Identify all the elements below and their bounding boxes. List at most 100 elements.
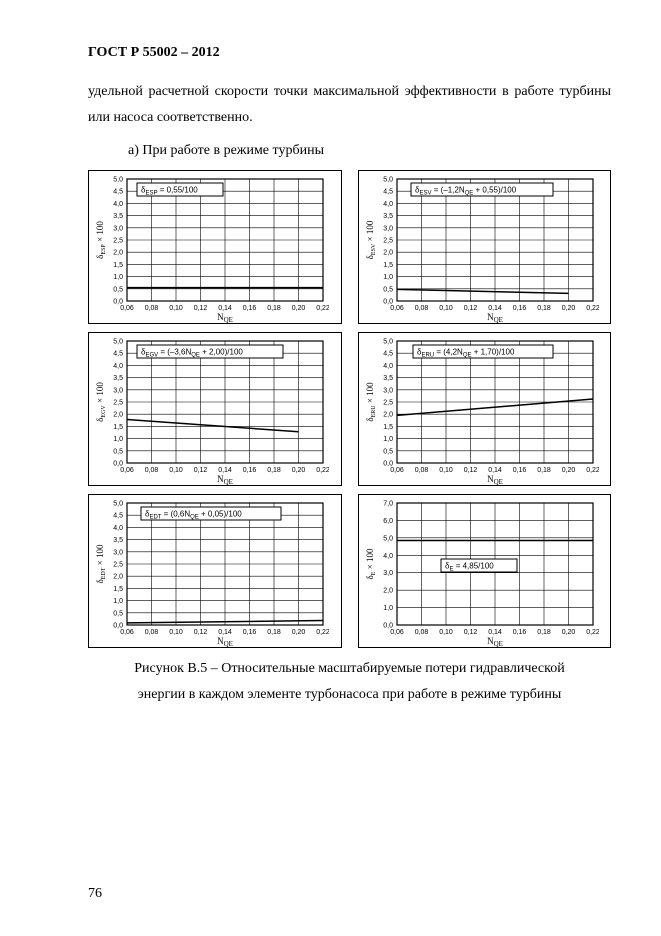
svg-text:0,20: 0,20 bbox=[561, 305, 575, 312]
svg-text:5,0: 5,0 bbox=[383, 339, 393, 346]
svg-text:0,08: 0,08 bbox=[414, 467, 428, 474]
doc-header: ГОСТ Р 55002 – 2012 bbox=[88, 40, 611, 67]
chart-esp: 0,00,51,01,52,02,53,03,54,04,55,00,060,0… bbox=[88, 170, 342, 324]
svg-text:0,12: 0,12 bbox=[463, 467, 477, 474]
svg-text:1,0: 1,0 bbox=[383, 605, 393, 612]
svg-text:0,08: 0,08 bbox=[145, 629, 159, 636]
svg-text:3,5: 3,5 bbox=[113, 537, 123, 544]
svg-text:0,20: 0,20 bbox=[292, 305, 306, 312]
svg-text:0,06: 0,06 bbox=[120, 629, 134, 636]
svg-text:0,18: 0,18 bbox=[267, 629, 281, 636]
svg-text:δEGV × 100: δEGV × 100 bbox=[95, 382, 107, 422]
svg-text:δESV × 100: δESV × 100 bbox=[365, 221, 377, 260]
svg-text:2,0: 2,0 bbox=[383, 588, 393, 595]
svg-text:4,0: 4,0 bbox=[113, 363, 123, 370]
svg-text:NQE: NQE bbox=[487, 312, 503, 323]
svg-text:0,16: 0,16 bbox=[243, 629, 257, 636]
svg-text:0,12: 0,12 bbox=[194, 629, 208, 636]
svg-text:1,5: 1,5 bbox=[113, 262, 123, 269]
svg-text:0,22: 0,22 bbox=[316, 467, 329, 474]
svg-text:δERU × 100: δERU × 100 bbox=[365, 382, 377, 422]
svg-text:0,10: 0,10 bbox=[439, 629, 453, 636]
svg-text:0,18: 0,18 bbox=[267, 467, 281, 474]
svg-text:0,14: 0,14 bbox=[488, 629, 502, 636]
svg-text:NQE: NQE bbox=[217, 312, 233, 323]
svg-text:0,12: 0,12 bbox=[463, 305, 477, 312]
svg-text:0,14: 0,14 bbox=[218, 467, 232, 474]
svg-text:4,0: 4,0 bbox=[383, 201, 393, 208]
svg-text:1,5: 1,5 bbox=[383, 262, 393, 269]
svg-text:1,0: 1,0 bbox=[113, 274, 123, 281]
svg-text:0,14: 0,14 bbox=[218, 629, 232, 636]
caption-line-2: энергии в каждом элементе турбонасоса пр… bbox=[138, 687, 562, 702]
chart-egv: 0,00,51,01,52,02,53,03,54,04,55,00,060,0… bbox=[88, 332, 342, 486]
svg-text:NQE: NQE bbox=[487, 636, 503, 647]
svg-text:5,0: 5,0 bbox=[113, 177, 123, 184]
svg-text:0,12: 0,12 bbox=[463, 629, 477, 636]
chart-eru: 0,00,51,01,52,02,53,03,54,04,55,00,060,0… bbox=[358, 332, 612, 486]
svg-text:2,0: 2,0 bbox=[383, 250, 393, 257]
svg-text:0,08: 0,08 bbox=[414, 305, 428, 312]
svg-text:2,5: 2,5 bbox=[383, 238, 393, 245]
svg-text:4,0: 4,0 bbox=[383, 363, 393, 370]
svg-text:2,0: 2,0 bbox=[113, 574, 123, 581]
svg-text:0,22: 0,22 bbox=[316, 305, 329, 312]
paragraph-1: удельной расчетной скорости точки максим… bbox=[88, 79, 611, 132]
svg-text:3,0: 3,0 bbox=[113, 226, 123, 233]
svg-text:0,08: 0,08 bbox=[145, 467, 159, 474]
chart-esv: 0,00,51,01,52,02,53,03,54,04,55,00,060,0… bbox=[358, 170, 612, 324]
svg-text:δESP × 100: δESP × 100 bbox=[95, 221, 107, 259]
svg-text:3,0: 3,0 bbox=[113, 388, 123, 395]
figure-caption: Рисунок В.5 – Относительные масштабируем… bbox=[88, 656, 611, 706]
svg-text:0,12: 0,12 bbox=[194, 467, 208, 474]
section-a: а) При работе в режиме турбины bbox=[88, 138, 611, 165]
svg-text:3,0: 3,0 bbox=[383, 226, 393, 233]
svg-text:0,20: 0,20 bbox=[292, 467, 306, 474]
svg-text:0,16: 0,16 bbox=[243, 467, 257, 474]
svg-text:0,22: 0,22 bbox=[586, 467, 599, 474]
svg-text:0,18: 0,18 bbox=[267, 305, 281, 312]
svg-text:0,16: 0,16 bbox=[512, 629, 526, 636]
svg-text:δEDT × 100: δEDT × 100 bbox=[95, 544, 107, 583]
svg-text:0,18: 0,18 bbox=[537, 467, 551, 474]
svg-text:0,08: 0,08 bbox=[414, 629, 428, 636]
svg-text:0,5: 0,5 bbox=[383, 449, 393, 456]
svg-text:δE × 100: δE × 100 bbox=[365, 548, 377, 579]
svg-text:4,5: 4,5 bbox=[113, 513, 123, 520]
svg-text:2,0: 2,0 bbox=[383, 412, 393, 419]
svg-text:0,10: 0,10 bbox=[169, 629, 183, 636]
svg-text:5,0: 5,0 bbox=[113, 339, 123, 346]
chart-e: 0,01,02,03,04,05,06,07,00,060,080,100,12… bbox=[358, 494, 612, 648]
svg-text:0,5: 0,5 bbox=[113, 449, 123, 456]
svg-text:0,16: 0,16 bbox=[512, 467, 526, 474]
svg-text:0,5: 0,5 bbox=[113, 287, 123, 294]
svg-text:4,5: 4,5 bbox=[113, 351, 123, 358]
svg-text:0,16: 0,16 bbox=[512, 305, 526, 312]
svg-text:0,5: 0,5 bbox=[383, 287, 393, 294]
svg-text:0,20: 0,20 bbox=[561, 467, 575, 474]
svg-text:2,0: 2,0 bbox=[113, 412, 123, 419]
svg-text:3,5: 3,5 bbox=[383, 213, 393, 220]
caption-line-1: Рисунок В.5 – Относительные масштабируем… bbox=[134, 661, 564, 676]
svg-text:4,0: 4,0 bbox=[113, 525, 123, 532]
svg-text:0,06: 0,06 bbox=[390, 467, 404, 474]
svg-text:1,0: 1,0 bbox=[383, 274, 393, 281]
svg-text:0,10: 0,10 bbox=[439, 305, 453, 312]
svg-text:1,5: 1,5 bbox=[113, 424, 123, 431]
svg-text:0,22: 0,22 bbox=[586, 305, 599, 312]
svg-text:0,10: 0,10 bbox=[169, 305, 183, 312]
svg-text:2,5: 2,5 bbox=[113, 562, 123, 569]
svg-text:2,5: 2,5 bbox=[383, 400, 393, 407]
svg-text:6,0: 6,0 bbox=[383, 518, 393, 525]
svg-text:0,06: 0,06 bbox=[390, 305, 404, 312]
svg-text:1,0: 1,0 bbox=[113, 598, 123, 605]
svg-text:0,10: 0,10 bbox=[169, 467, 183, 474]
svg-text:0,14: 0,14 bbox=[218, 305, 232, 312]
svg-text:0,08: 0,08 bbox=[145, 305, 159, 312]
svg-text:0,06: 0,06 bbox=[390, 629, 404, 636]
svg-text:1,0: 1,0 bbox=[113, 436, 123, 443]
svg-text:5,0: 5,0 bbox=[383, 177, 393, 184]
svg-text:0,22: 0,22 bbox=[586, 629, 599, 636]
svg-text:0,06: 0,06 bbox=[120, 305, 134, 312]
svg-text:0,14: 0,14 bbox=[488, 305, 502, 312]
